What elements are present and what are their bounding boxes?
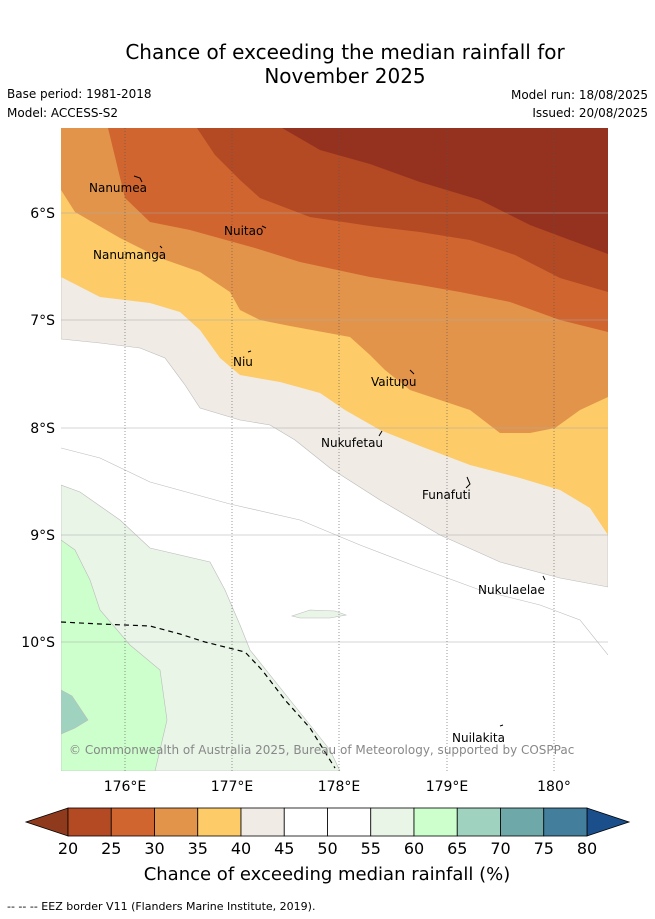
colorbar-tick-label: 30 (144, 839, 164, 858)
colorbar-tick-label: 35 (188, 839, 208, 858)
colorbar-tick-label: 45 (274, 839, 294, 858)
colorbar-tick-label: 25 (101, 839, 121, 858)
colorbar-tick-label: 55 (361, 839, 381, 858)
colorbar-cell (543, 807, 588, 837)
place-label-vaitupu: Vaitupu (371, 375, 417, 389)
colorbar-tick-label: 50 (317, 839, 337, 858)
colorbar-cell (500, 807, 545, 837)
place-label-niu: Niu (233, 355, 253, 369)
map-title-line2: November 2025 (264, 64, 426, 88)
island-nuilakita (499, 724, 504, 727)
colorbar: 20 25 30 35 40 45 50 55 60 65 70 75 80 Chance of exc… (24, 807, 631, 885)
island-nuitao (261, 225, 267, 229)
place-label-nanumea: Nanumea (89, 181, 147, 195)
colorbar-tick-label: 60 (404, 839, 424, 858)
probability-contours: Nanumea Nuitao Nanumanga Niu Vaitupu Nuk… (61, 128, 608, 771)
latitude-labels: 6°S 7°S 8°S 9°S 10°S (21, 206, 55, 651)
graticule (61, 128, 608, 771)
place-label-nukufetau: Nukufetau (321, 436, 383, 450)
place-label-nukulaelae: Nukulaelae (478, 583, 545, 597)
area-60-65 (61, 539, 168, 771)
area-65-70 (61, 689, 89, 735)
colorbar-extend-low (24, 807, 69, 837)
model-name: Model: ACCESS-S2 (7, 106, 119, 120)
lat-label-8s: 8°S (30, 421, 55, 437)
island-shapes (133, 175, 546, 727)
lon-label-179e: 179°E (426, 779, 469, 795)
island-vaitupu (409, 369, 415, 375)
issued-date: Issued: 20/08/2025 (532, 106, 648, 120)
lon-label-178e: 178°E (318, 779, 361, 795)
lat-label-9s: 9°S (30, 528, 55, 544)
colorbar-tick-label: 40 (231, 839, 251, 858)
eez-border (61, 621, 336, 769)
longitude-labels: 176°E 177°E 178°E 179°E 180° (104, 779, 571, 795)
colorbar-tick-label: 70 (490, 839, 510, 858)
colorbar-tick-label: 80 (577, 839, 597, 858)
colorbar-tick-label: 65 (447, 839, 467, 858)
place-label-nuilakita: Nuilakita (452, 731, 505, 745)
map-title: Chance of exceeding the median rainfall … (0, 40, 655, 88)
colorbar-cell (240, 807, 285, 837)
colorbar-cell (456, 807, 501, 837)
colorbar-cell (283, 807, 328, 837)
copyright-text: © Commonwealth of Australia 2025, Bureau… (69, 743, 574, 757)
model-run: Model run: 18/08/2025 (510, 88, 648, 102)
colorbar-cell (197, 807, 242, 837)
island-nukufetau (378, 430, 383, 437)
eez-footnote: -- -- -- EEZ border V11 (Flanders Marine… (7, 900, 316, 913)
colorbar-extend-high (586, 807, 631, 837)
colorbar-cell (67, 807, 112, 837)
island-niu (247, 350, 252, 353)
colorbar-cell (110, 807, 155, 837)
colorbar-cell (413, 807, 458, 837)
colorbar-cell (327, 807, 372, 837)
base-period: Base period: 1981-2018 (7, 87, 152, 101)
colorbar-tick-labels: 20 25 30 35 40 45 50 55 60 65 70 75 80 (58, 839, 597, 858)
map-title-line1: Chance of exceeding the median rainfall … (125, 40, 565, 64)
place-label-nanumanga: Nanumanga (93, 248, 166, 262)
area-55-60-island (290, 609, 348, 619)
lat-label-7s: 7°S (30, 313, 55, 329)
lon-label-176e: 176°E (104, 779, 147, 795)
colorbar-cell (370, 807, 415, 837)
island-nukulaelae (542, 575, 546, 581)
band-45-50-outline (61, 447, 608, 656)
lon-label-177e: 177°E (211, 779, 254, 795)
lat-label-10s: 10°S (21, 635, 55, 651)
colorbar-cells (67, 807, 588, 837)
island-nanumea (133, 175, 143, 183)
place-labels: Nanumea Nuitao Nanumanga Niu Vaitupu Nuk… (89, 181, 545, 745)
place-label-nuitao: Nuitao (224, 224, 263, 238)
island-funafuti (465, 476, 471, 489)
colorbar-title: Chance of exceeding median rainfall (%) (144, 864, 511, 885)
place-label-funafuti: Funafuti (422, 488, 471, 502)
lon-label-180: 180° (537, 779, 571, 795)
colorbar-tick-label: 75 (534, 839, 554, 858)
area-20-25 (282, 128, 608, 254)
island-nanumanga (159, 245, 163, 249)
colorbar-cell (154, 807, 199, 837)
colorbar-tick-label: 20 (58, 839, 78, 858)
lat-label-6s: 6°S (30, 206, 55, 222)
